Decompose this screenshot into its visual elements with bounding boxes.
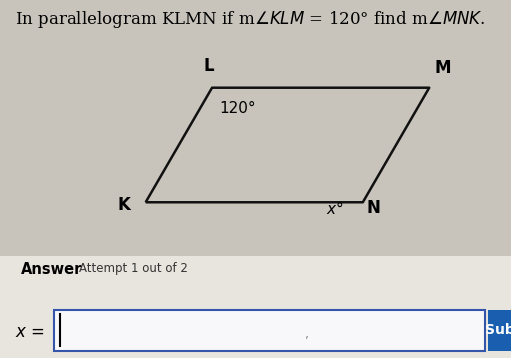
Text: In parallelogram KLMN if m$\angle KLM$ = 120° find m$\angle MNK$.: In parallelogram KLMN if m$\angle KLM$ =… — [15, 9, 486, 30]
Text: K: K — [118, 196, 130, 214]
Text: 120°: 120° — [220, 101, 257, 116]
Text: Attempt 1 out of 2: Attempt 1 out of 2 — [79, 262, 188, 275]
Text: ,: , — [305, 328, 309, 341]
Text: $x$°: $x$° — [326, 200, 343, 217]
Bar — [488, 310, 511, 351]
Text: N: N — [367, 199, 381, 217]
Text: $x$ =: $x$ = — [15, 323, 45, 341]
FancyBboxPatch shape — [54, 310, 485, 351]
Text: M: M — [434, 59, 451, 77]
Bar — [0, 256, 511, 358]
Text: Sub: Sub — [485, 323, 511, 337]
Text: Answer: Answer — [20, 262, 82, 277]
Text: L: L — [203, 57, 214, 75]
